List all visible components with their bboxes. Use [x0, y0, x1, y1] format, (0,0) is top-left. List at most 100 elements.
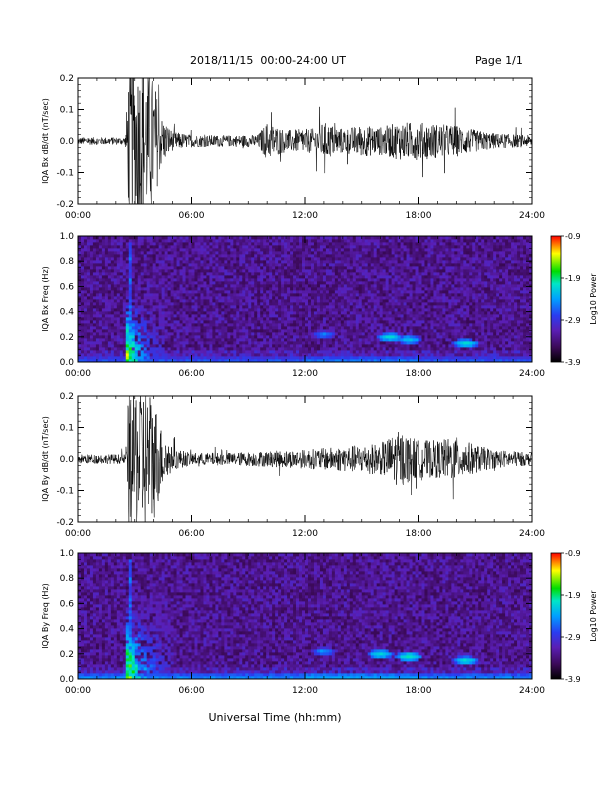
- panel-2-cell: [194, 341, 198, 345]
- panel-2-cell: [212, 242, 216, 246]
- panel-2-cell: [227, 305, 231, 309]
- panel-2-cell: [143, 242, 148, 246]
- panel-2-cell: [343, 275, 348, 279]
- panel-2-cell: [143, 329, 148, 333]
- panel-2-cell: [412, 344, 416, 348]
- panel-2-cell: [194, 323, 198, 327]
- panel-2-cell: [128, 266, 133, 270]
- panel-2-cell: [122, 275, 127, 279]
- panel-2-cell: [236, 287, 240, 291]
- panel-2-cell: [131, 299, 136, 303]
- panel-2-cell: [397, 356, 401, 360]
- panel-2-cell: [266, 293, 270, 297]
- panel-2-cell: [391, 251, 396, 255]
- panel-2-cell: [358, 236, 363, 240]
- panel-2-cell: [78, 284, 82, 288]
- panel-2-cell: [391, 353, 396, 357]
- panel-2-cell: [397, 251, 401, 255]
- panel-2-cell: [218, 344, 222, 348]
- panel-2-cell: [284, 275, 288, 279]
- panel-2-cell: [322, 251, 327, 255]
- panel-2-cell: [263, 311, 267, 315]
- panel-2-cell: [305, 317, 309, 321]
- panel-2-cell: [397, 308, 401, 312]
- panel-2-cell: [242, 296, 246, 300]
- panel-2-cell: [215, 344, 219, 348]
- panel-2-cell: [233, 251, 237, 255]
- panel-2-cell: [206, 284, 210, 288]
- panel-2-cell: [349, 251, 354, 255]
- panel-2-cell: [370, 344, 375, 348]
- panel-2-cell: [302, 341, 306, 345]
- panel-2-cell: [200, 332, 204, 336]
- panel-2-cell: [388, 293, 393, 297]
- panel-2-cell: [343, 326, 348, 330]
- panel-2-cell: [203, 284, 207, 288]
- panel-2-cell: [421, 248, 425, 252]
- panel-2-cell: [278, 248, 282, 252]
- panel-2-cell: [155, 332, 160, 336]
- panel-2-cell: [170, 323, 174, 327]
- panel-2-cell: [415, 278, 419, 282]
- panel-2-cell: [391, 266, 396, 270]
- panel-2-cell: [236, 311, 240, 315]
- panel-2-cell: [158, 236, 163, 240]
- panel-2-cell: [182, 344, 186, 348]
- panel-2-cell: [227, 308, 231, 312]
- panel-2-cell: [215, 281, 219, 285]
- panel-2-cell: [161, 335, 166, 339]
- panel-2-cell: [155, 239, 160, 243]
- panel-2-cell: [284, 338, 288, 342]
- panel-2-cell: [367, 335, 372, 339]
- panel-2-cell: [322, 299, 327, 303]
- panel-2-cell: [278, 338, 282, 342]
- panel-2-cell: [319, 353, 324, 357]
- panel-2-cell: [361, 317, 366, 321]
- panel-2-cell: [412, 254, 416, 258]
- panel-2-cell: [206, 344, 210, 348]
- panel-2-cell: [206, 308, 210, 312]
- panel-2-cell: [167, 254, 171, 258]
- panel-2-cell: [269, 263, 273, 267]
- panel-2-cell: [278, 302, 282, 306]
- panel-2-cell: [161, 260, 166, 264]
- panel-2-cell: [152, 356, 157, 360]
- panel-2-cell: [104, 311, 109, 315]
- panel-2-cell: [158, 341, 163, 345]
- panel-2-cell: [170, 311, 174, 315]
- panel-2-cell: [131, 242, 136, 246]
- panel-2-cell: [215, 323, 219, 327]
- panel-2-cell: [242, 314, 246, 318]
- panel-2-cell: [346, 287, 351, 291]
- panel-2-cell: [394, 248, 398, 252]
- panel-2-cell: [206, 239, 210, 243]
- panel-2-cell: [278, 326, 282, 330]
- panel-2-cell: [403, 278, 407, 282]
- panel-2-cell: [322, 254, 327, 258]
- panel-2-cell: [92, 302, 97, 306]
- panel-2-cell: [260, 356, 264, 360]
- panel-2-cell: [143, 320, 148, 324]
- panel-2-cell: [293, 242, 297, 246]
- panel-2-cell: [379, 251, 384, 255]
- panel-2-cell: [337, 302, 342, 306]
- panel-2-cell: [89, 353, 94, 357]
- panel-2-cell: [415, 359, 419, 363]
- panel-2-cell: [140, 323, 145, 327]
- panel-2-cell: [334, 302, 339, 306]
- panel-2-cell: [254, 290, 258, 294]
- panel-2-cell: [185, 341, 189, 345]
- panel-2-cell: [337, 272, 342, 276]
- panel-2-cell: [212, 359, 216, 363]
- panel-2-cell: [275, 290, 279, 294]
- panel-2-cell: [179, 326, 183, 330]
- panel-2-cell: [206, 290, 210, 294]
- panel-2-cell: [364, 245, 369, 249]
- panel-2-cell: [140, 284, 145, 288]
- panel-2-cell: [209, 344, 213, 348]
- panel-2-cell: [290, 257, 294, 261]
- panel-2-cell: [236, 299, 240, 303]
- panel-2-cell: [337, 299, 342, 303]
- panel-2-cell: [164, 323, 169, 327]
- panel-2-cell: [230, 335, 234, 339]
